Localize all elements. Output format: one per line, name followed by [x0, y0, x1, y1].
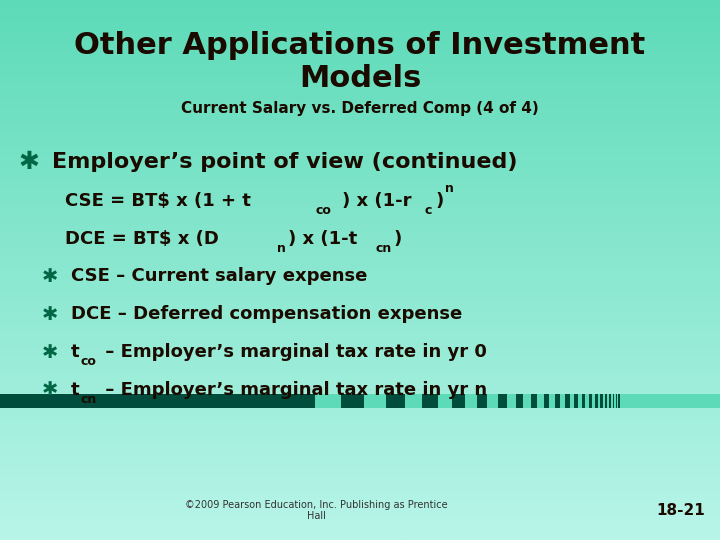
Text: n: n [277, 242, 286, 255]
Bar [565, 394, 570, 408]
Bar [341, 394, 364, 408]
Bar [605, 394, 607, 408]
Bar [603, 394, 605, 408]
Bar [507, 394, 516, 408]
Bar [614, 394, 616, 408]
Bar [487, 394, 498, 408]
Text: ©2009 Pearson Education, Inc. Publishing as Prentice: ©2009 Pearson Education, Inc. Publishing… [186, 500, 448, 510]
Text: 18-21: 18-21 [656, 503, 705, 518]
Text: cn: cn [81, 393, 97, 406]
Text: DCE = BT$ x (D: DCE = BT$ x (D [65, 230, 219, 248]
Text: ✱: ✱ [18, 150, 39, 174]
Bar [452, 394, 465, 408]
Bar [560, 394, 565, 408]
Text: Hall: Hall [307, 511, 326, 521]
Bar [516, 394, 523, 408]
Bar [578, 394, 582, 408]
Bar [405, 394, 422, 408]
Text: ✱: ✱ [42, 342, 58, 362]
Text: cn: cn [376, 242, 392, 255]
Bar [315, 394, 341, 408]
Bar [0, 394, 284, 408]
Bar [620, 394, 621, 408]
Bar [574, 394, 578, 408]
Bar [465, 394, 477, 408]
Bar [618, 394, 620, 408]
Text: t: t [71, 381, 79, 399]
Bar [284, 394, 315, 408]
Bar [498, 394, 507, 408]
Bar [523, 394, 531, 408]
Text: ✱: ✱ [42, 305, 58, 324]
Bar [555, 394, 560, 408]
Text: CSE = BT$ x (1 + t: CSE = BT$ x (1 + t [65, 192, 251, 210]
Bar [422, 394, 438, 408]
Text: n: n [445, 183, 454, 195]
Bar [589, 394, 592, 408]
Bar [582, 394, 585, 408]
Text: ) x (1-r: ) x (1-r [342, 192, 412, 210]
Text: CSE – Current salary expense: CSE – Current salary expense [71, 267, 367, 286]
Text: – Employer’s marginal tax rate in yr 0: – Employer’s marginal tax rate in yr 0 [99, 343, 487, 361]
Bar [609, 394, 611, 408]
Text: Employer’s point of view (continued): Employer’s point of view (continued) [52, 152, 518, 172]
Bar [607, 394, 609, 408]
Text: – Employer’s marginal tax rate in yr n: – Employer’s marginal tax rate in yr n [99, 381, 487, 399]
Text: ): ) [436, 192, 444, 210]
Bar [438, 394, 452, 408]
Bar [537, 394, 544, 408]
Text: Current Salary vs. Deferred Comp (4 of 4): Current Salary vs. Deferred Comp (4 of 4… [181, 100, 539, 116]
Bar [598, 394, 600, 408]
Bar [549, 394, 555, 408]
Bar [595, 394, 598, 408]
Bar [531, 394, 537, 408]
Bar [585, 394, 589, 408]
Bar [544, 394, 549, 408]
Bar [592, 394, 595, 408]
Text: Other Applications of Investment: Other Applications of Investment [74, 31, 646, 60]
Text: t: t [71, 343, 79, 361]
Bar [600, 394, 603, 408]
Bar [364, 394, 386, 408]
Text: ✱: ✱ [42, 267, 58, 286]
Bar [616, 394, 617, 408]
Bar [617, 394, 618, 408]
Text: ): ) [394, 230, 402, 248]
Bar [570, 394, 574, 408]
Text: ) x (1-t: ) x (1-t [288, 230, 357, 248]
Bar [621, 394, 720, 408]
Text: Models: Models [299, 64, 421, 93]
Text: co: co [81, 355, 96, 368]
Text: DCE – Deferred compensation expense: DCE – Deferred compensation expense [71, 305, 462, 323]
Text: ✱: ✱ [42, 380, 58, 400]
Text: c: c [425, 204, 432, 217]
Bar [386, 394, 405, 408]
Bar [613, 394, 614, 408]
Bar [611, 394, 613, 408]
Bar [477, 394, 487, 408]
Text: co: co [315, 204, 331, 217]
